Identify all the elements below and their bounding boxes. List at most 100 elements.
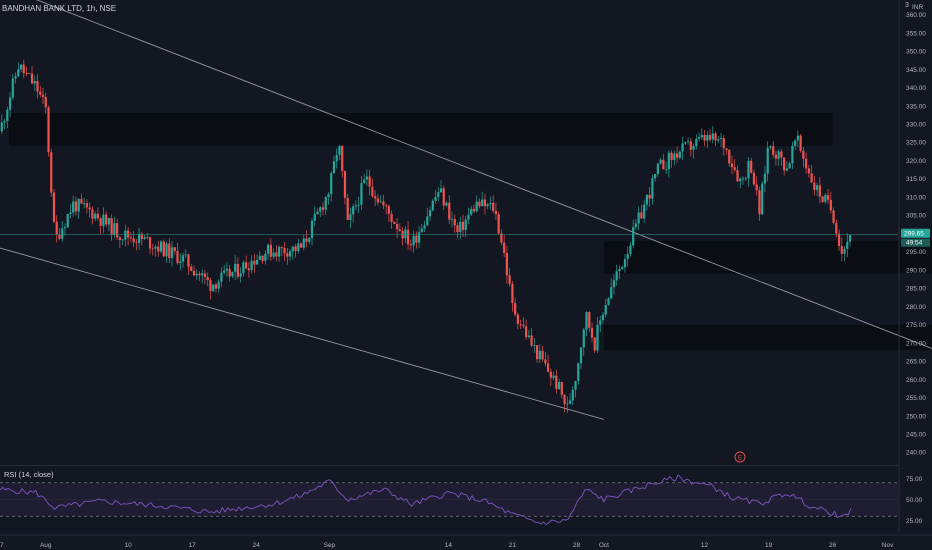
y-tick-label: 285.00: [906, 286, 926, 293]
candle-body: [503, 242, 506, 254]
candle-body: [640, 212, 643, 219]
candle-body: [184, 254, 187, 256]
x-tick-label: 24: [253, 542, 261, 549]
candle-body: [766, 147, 769, 174]
candle-body: [28, 73, 31, 74]
countdown-badge: [901, 238, 930, 247]
y-tick-label: 270.00: [906, 340, 926, 347]
candle-body: [739, 178, 742, 182]
candle-body: [190, 266, 193, 271]
candle-body: [17, 69, 20, 77]
candle-body: [305, 238, 308, 242]
candle-body: [135, 242, 138, 244]
candle-body: [604, 304, 607, 315]
y-tick-label: 260.00: [906, 377, 926, 384]
x-tick-label: 10: [124, 542, 132, 549]
candle-body: [258, 255, 261, 260]
candle-body: [651, 178, 654, 199]
candle-body: [544, 359, 547, 364]
candle-body: [36, 81, 39, 92]
candle-body: [497, 214, 500, 234]
candle-body: [338, 145, 341, 156]
candle-body: [692, 146, 695, 150]
candle-body: [371, 186, 374, 197]
currency-label[interactable]: INR: [912, 4, 924, 11]
candle-body: [181, 255, 185, 262]
candle-body: [404, 229, 407, 239]
supply-demand-zone: [9, 113, 833, 146]
candle-body: [730, 163, 734, 168]
candle-body: [256, 259, 259, 265]
candle-body: [253, 260, 256, 265]
candle-body: [752, 172, 756, 185]
candle-body: [55, 221, 58, 235]
candle-body: [352, 206, 355, 215]
candle-body: [266, 244, 270, 254]
y-tick-label: 350.00: [906, 49, 926, 56]
candle-body: [206, 277, 209, 281]
candle-body: [733, 167, 736, 171]
candle-body: [220, 272, 223, 282]
candle-body: [681, 143, 684, 152]
candle-body: [780, 151, 783, 158]
y-tick-label: 355.00: [906, 30, 926, 37]
y-tick-label: 295.00: [906, 249, 926, 256]
candle-body: [621, 267, 624, 270]
candle-body: [445, 202, 448, 206]
candle-body: [286, 253, 289, 257]
y-tick-label: 280.00: [906, 304, 926, 311]
candle-body: [168, 243, 171, 258]
candle-body: [662, 159, 665, 170]
candle-body: [481, 199, 484, 207]
candle-body: [783, 157, 786, 171]
candle-body: [711, 133, 714, 140]
candle-body: [489, 202, 492, 205]
candle-body: [654, 174, 657, 179]
candle-body: [310, 220, 314, 239]
candle-body: [231, 271, 234, 277]
supply-demand-zone: [603, 240, 932, 274]
candle-body: [560, 381, 563, 395]
candle-body: [302, 238, 305, 248]
candle-body: [519, 323, 522, 325]
candle-body: [546, 363, 550, 372]
candle-body: [409, 244, 412, 246]
candle-body: [549, 371, 552, 378]
candle-body: [297, 243, 300, 252]
candle-body: [777, 151, 780, 159]
candle-body: [568, 400, 572, 404]
x-tick-label: 19: [765, 542, 773, 549]
candle-body: [137, 233, 141, 243]
candle-body: [406, 229, 410, 245]
candle-body: [398, 229, 401, 232]
candle-body: [107, 218, 110, 225]
candle-body: [291, 246, 294, 252]
candle-body: [665, 169, 668, 170]
candle-body: [294, 246, 297, 252]
candle-body: [61, 228, 64, 239]
trendline: [35, 0, 932, 349]
candle-body: [69, 212, 72, 214]
candle-body: [439, 188, 443, 193]
rsi-title: RSI (14, close): [4, 470, 54, 479]
x-tick-label: 27: [0, 542, 4, 549]
candle-body: [327, 194, 330, 198]
candle-body: [88, 207, 91, 210]
candle-body: [717, 139, 720, 141]
candle-body: [516, 314, 519, 324]
candle-body: [3, 120, 6, 123]
candle-body: [695, 138, 698, 147]
candle-body: [85, 203, 89, 208]
candle-body: [165, 243, 168, 257]
candle-body: [744, 178, 747, 180]
candle-body: [461, 221, 465, 231]
candle-body: [66, 213, 69, 228]
candle-body: [113, 223, 116, 236]
candle-body: [536, 345, 539, 360]
candle-body: [475, 201, 478, 212]
candle-body: [505, 253, 509, 276]
candle-body: [590, 327, 594, 338]
candle-body: [821, 196, 824, 202]
candle-body: [308, 238, 311, 242]
